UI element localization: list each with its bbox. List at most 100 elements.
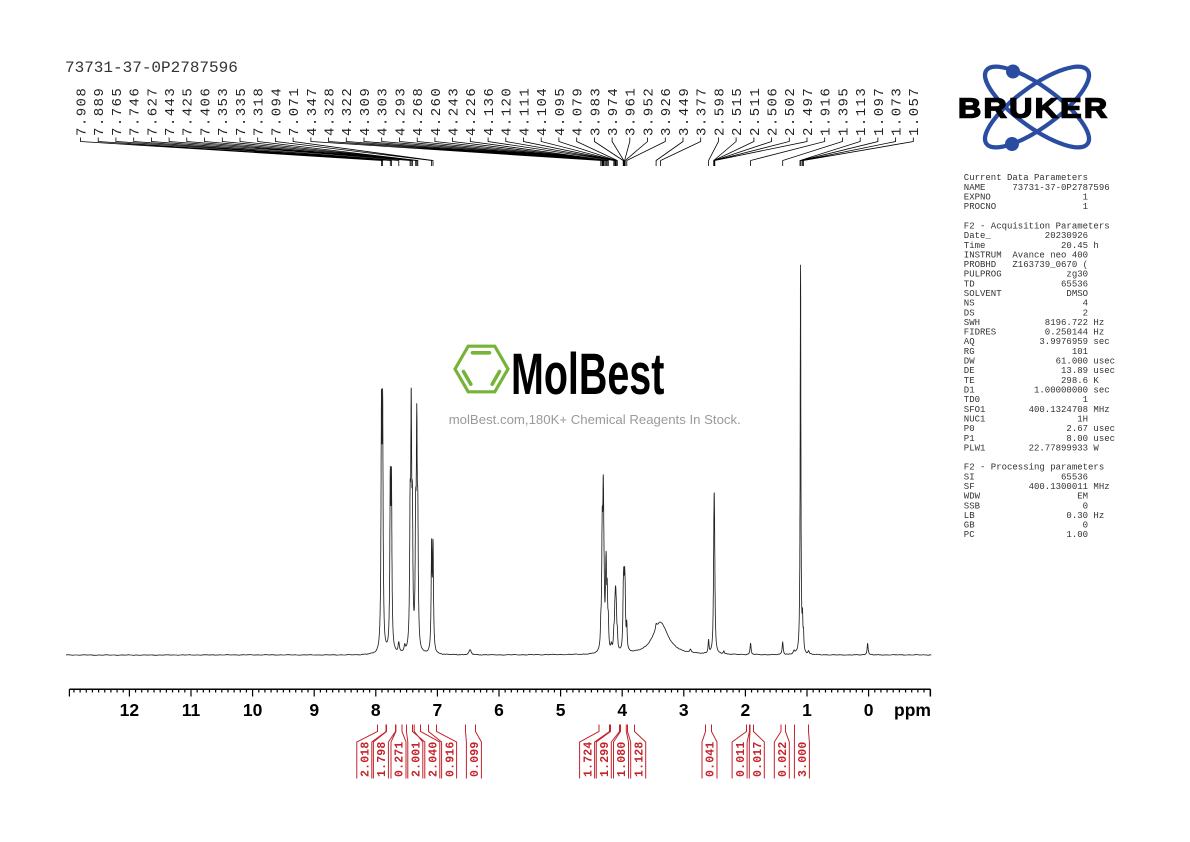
svg-text:INSTRUM Avance neo 400: INSTRUM Avance neo 400 [964, 250, 1088, 260]
svg-text:1: 1 [802, 700, 812, 720]
svg-text:EXPNO 1: EXPNO 1 [964, 193, 1088, 203]
svg-text:SF 400.1300011 MHz: SF 400.1300011 MHz [964, 482, 1110, 492]
svg-text:PC 1.00: PC 1.00 [964, 530, 1088, 540]
svg-text:0.041: 0.041 [705, 741, 718, 777]
svg-text:NAME 73731-37-0P2787596: NAME 73731-37-0P2787596 [964, 183, 1110, 193]
svg-text:73731-37-0P2787596: 73731-37-0P2787596 [65, 59, 238, 77]
svg-text:11: 11 [182, 700, 201, 720]
svg-text:1.113: 1.113 [854, 87, 870, 136]
svg-text:NUC1 1H: NUC1 1H [964, 414, 1088, 424]
svg-text:Date_ 20230926: Date_ 20230926 [964, 231, 1088, 241]
svg-text:NS 4: NS 4 [964, 299, 1088, 309]
svg-text:2.598: 2.598 [712, 87, 728, 136]
svg-text:4.111: 4.111 [517, 87, 533, 136]
svg-text:7.071: 7.071 [287, 87, 303, 136]
svg-text:3.926: 3.926 [659, 87, 675, 136]
svg-text:3.000: 3.000 [797, 741, 810, 777]
svg-text:0.011: 0.011 [735, 741, 748, 777]
svg-text:1.916: 1.916 [819, 87, 835, 136]
svg-text:0.099: 0.099 [469, 741, 482, 777]
svg-text:GB 0: GB 0 [964, 521, 1088, 531]
svg-text:7.443: 7.443 [163, 87, 179, 136]
svg-text:4.309: 4.309 [358, 87, 374, 136]
svg-text:2.497: 2.497 [801, 87, 817, 136]
svg-text:Time 20.45 h: Time 20.45 h [964, 241, 1099, 251]
svg-text:TD0 1: TD0 1 [964, 395, 1088, 405]
svg-text:DW 61.000 usec: DW 61.000 usec [964, 357, 1115, 367]
svg-text:AQ 3.9976959 sec: AQ 3.9976959 sec [964, 337, 1110, 347]
svg-text:4.347: 4.347 [305, 87, 321, 136]
svg-text:7.765: 7.765 [110, 87, 126, 136]
svg-text:8: 8 [371, 700, 381, 720]
svg-text:4.322: 4.322 [340, 87, 356, 136]
svg-text:TE 298.6 K: TE 298.6 K [964, 376, 1100, 386]
svg-text:2.511: 2.511 [748, 87, 764, 136]
svg-text:SI 65536: SI 65536 [964, 472, 1088, 482]
svg-text:SFO1 400.1324708 MHz: SFO1 400.1324708 MHz [964, 405, 1110, 415]
svg-text:4.136: 4.136 [482, 87, 498, 136]
svg-text:2.506: 2.506 [766, 87, 782, 136]
svg-text:SSB 0: SSB 0 [964, 501, 1088, 511]
svg-text:4.095: 4.095 [553, 87, 569, 136]
svg-text:3.449: 3.449 [677, 87, 693, 136]
svg-text:7.908: 7.908 [74, 87, 90, 136]
svg-text:BRUKER: BRUKER [958, 93, 1109, 124]
svg-text:1.724: 1.724 [582, 741, 595, 777]
svg-text:PROCNO 1: PROCNO 1 [964, 202, 1088, 212]
svg-text:7.335: 7.335 [234, 87, 250, 136]
svg-text:7: 7 [433, 700, 443, 720]
svg-text:4.104: 4.104 [535, 87, 551, 136]
svg-text:7.889: 7.889 [92, 87, 108, 136]
svg-text:WDW EM: WDW EM [964, 492, 1088, 502]
svg-text:F2 - Processing parameters: F2 - Processing parameters [964, 463, 1104, 473]
svg-text:1.299: 1.299 [599, 741, 612, 777]
svg-text:1.395: 1.395 [836, 87, 852, 136]
svg-text:1.798: 1.798 [376, 741, 389, 777]
svg-text:4.328: 4.328 [323, 87, 339, 136]
svg-text:0.271: 0.271 [394, 741, 407, 777]
svg-text:DE 13.89 usec: DE 13.89 usec [964, 366, 1115, 376]
svg-text:3.961: 3.961 [624, 87, 640, 136]
svg-text:1.073: 1.073 [890, 87, 906, 136]
svg-text:4.293: 4.293 [393, 87, 409, 136]
svg-text:FIDRES 0.250144 Hz: FIDRES 0.250144 Hz [964, 328, 1104, 338]
svg-text:9: 9 [309, 700, 319, 720]
svg-text:4: 4 [617, 700, 627, 720]
svg-text:3.974: 3.974 [606, 87, 622, 136]
svg-text:DS 2: DS 2 [964, 308, 1088, 318]
svg-text:MolBest: MolBest [511, 341, 664, 406]
svg-text:PROBHD Z163739_0670 (: PROBHD Z163739_0670 ( [964, 260, 1088, 270]
svg-text:4.079: 4.079 [571, 87, 587, 136]
svg-text:0.916: 0.916 [444, 741, 457, 777]
svg-text:2.515: 2.515 [730, 87, 746, 136]
svg-text:3.377: 3.377 [695, 87, 711, 136]
svg-text:molBest.com,180K+ Chemical Rea: molBest.com,180K+ Chemical Reagents In S… [449, 412, 741, 427]
svg-text:4.226: 4.226 [464, 87, 480, 136]
svg-text:6: 6 [494, 700, 504, 720]
svg-text:2.018: 2.018 [360, 741, 373, 777]
svg-text:D1 1.00000000 sec: D1 1.00000000 sec [964, 386, 1110, 396]
svg-text:0.022: 0.022 [777, 741, 790, 777]
svg-text:4.120: 4.120 [500, 87, 516, 136]
svg-text:7.318: 7.318 [252, 87, 268, 136]
svg-text:10: 10 [243, 700, 263, 720]
svg-text:7.627: 7.627 [145, 87, 161, 136]
svg-text:2.502: 2.502 [783, 87, 799, 136]
svg-text:2.001: 2.001 [411, 741, 424, 777]
svg-text:PLW1 22.77899933 W: PLW1 22.77899933 W [964, 443, 1100, 453]
svg-text:PULPROG zg30: PULPROG zg30 [964, 270, 1088, 280]
svg-text:0.017: 0.017 [752, 741, 765, 777]
svg-text:2: 2 [741, 700, 751, 720]
svg-text:F2 - Acquisition Parameters: F2 - Acquisition Parameters [964, 221, 1110, 231]
svg-text:ppm: ppm [894, 700, 931, 720]
svg-text:7.425: 7.425 [181, 87, 197, 136]
svg-text:4.260: 4.260 [429, 87, 445, 136]
svg-text:4.243: 4.243 [447, 87, 463, 136]
svg-text:P1 8.00 usec: P1 8.00 usec [964, 434, 1115, 444]
svg-text:7.094: 7.094 [269, 87, 285, 136]
svg-text:0: 0 [864, 700, 874, 720]
svg-text:4.303: 4.303 [376, 87, 392, 136]
svg-text:1.080: 1.080 [616, 741, 629, 777]
svg-text:5: 5 [556, 700, 566, 720]
svg-text:3.983: 3.983 [588, 87, 604, 136]
